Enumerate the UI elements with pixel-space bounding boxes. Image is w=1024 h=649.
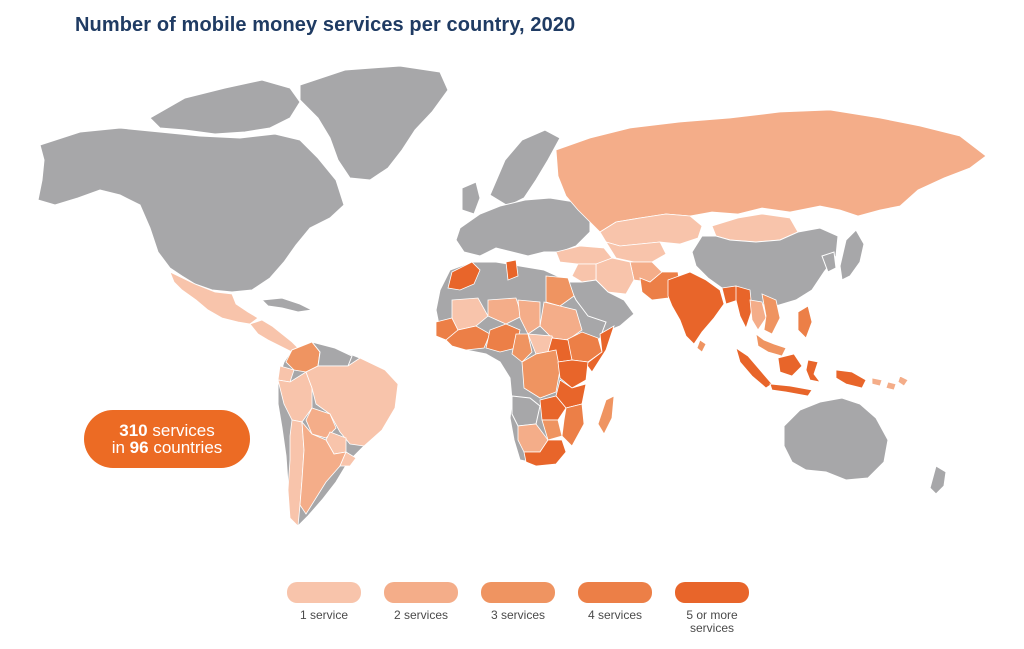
sudan <box>539 301 583 341</box>
in-text: in <box>111 438 125 457</box>
malaysia <box>755 333 787 357</box>
legend-item-5: 5 or more services <box>674 582 750 635</box>
new-zealand <box>929 465 947 495</box>
arctic-islands <box>149 79 301 135</box>
bolivia <box>305 407 337 439</box>
russia <box>555 109 987 233</box>
legend-swatch-2 <box>384 582 458 603</box>
pacific-islands <box>871 375 909 391</box>
niger <box>487 297 523 325</box>
legend-swatch-1 <box>287 582 361 603</box>
summary-badge: 310 services in 96 countries <box>84 410 250 468</box>
cameroon <box>511 333 533 363</box>
argentina <box>299 420 347 515</box>
zambia <box>539 395 567 421</box>
legend-label-4: 4 services <box>587 608 643 622</box>
legend-item-2: 2 services <box>383 582 459 622</box>
myanmar <box>735 285 753 330</box>
scandinavia <box>489 129 561 207</box>
legend-item-3: 3 services <box>480 582 556 622</box>
indonesia-sumatra <box>735 347 773 389</box>
guinea-coast <box>445 325 491 351</box>
central-america <box>249 319 301 353</box>
caribbean <box>260 297 314 313</box>
legend-swatch-5 <box>675 582 749 603</box>
morocco <box>447 261 481 291</box>
zimbabwe <box>541 419 563 441</box>
sri-lanka <box>696 339 707 353</box>
mozambique <box>561 403 585 447</box>
japan <box>839 229 865 281</box>
south-africa <box>523 439 567 467</box>
legend-item-4: 4 services <box>577 582 653 622</box>
indonesia-sulawesi <box>805 359 821 383</box>
indonesia-borneo <box>777 353 803 377</box>
madagascar <box>597 395 615 435</box>
uk-ireland <box>461 181 481 215</box>
legend-item-1: 1 service <box>286 582 362 622</box>
legend-label-1: 1 service <box>299 608 349 622</box>
services-text: services <box>152 421 215 440</box>
legend-swatch-3 <box>481 582 555 603</box>
map-legend: 1 service 2 services 3 services 4 servic… <box>270 582 770 642</box>
laos-vietnam <box>761 293 781 335</box>
australia <box>783 397 889 481</box>
central-asia <box>605 241 667 263</box>
uruguay <box>339 451 357 467</box>
korea <box>821 251 837 273</box>
kenya-uganda <box>557 359 589 389</box>
countries-count: 96 <box>129 438 149 457</box>
legend-label-2: 2 services <box>393 608 449 622</box>
chad <box>517 299 541 335</box>
philippines <box>797 305 813 339</box>
countries-text: countries <box>153 438 223 457</box>
north-america <box>37 127 345 293</box>
thailand <box>749 299 767 331</box>
legend-swatch-4 <box>578 582 652 603</box>
countries-line: in 96 countries <box>112 439 223 456</box>
somalia <box>585 325 615 373</box>
papua-new-guinea <box>835 369 867 389</box>
brazil <box>305 357 399 447</box>
tunisia <box>505 259 519 281</box>
greenland <box>299 65 449 181</box>
indonesia-java <box>769 383 813 397</box>
legend-label-5: 5 or more services <box>686 608 738 635</box>
services-count: 310 <box>119 421 148 440</box>
egypt <box>545 275 575 307</box>
services-line: 310 services <box>119 422 214 439</box>
legend-label-3: 3 services <box>490 608 546 622</box>
india <box>667 271 725 345</box>
iraq-syria <box>571 263 597 283</box>
china <box>691 227 839 307</box>
congo <box>521 349 561 399</box>
map-title: Number of mobile money services per coun… <box>75 14 576 36</box>
